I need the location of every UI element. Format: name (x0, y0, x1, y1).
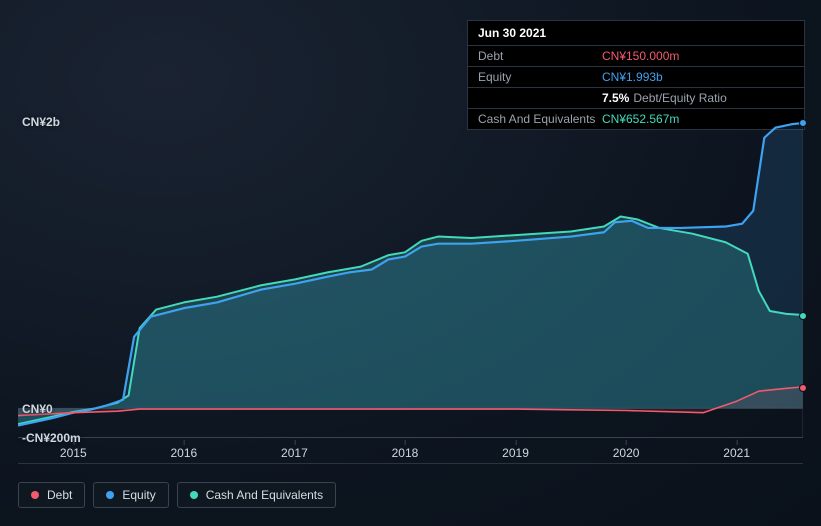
tooltip-row: DebtCN¥150.000m (468, 45, 804, 66)
x-axis-label: 2021 (723, 446, 750, 460)
x-axis-label: 2015 (60, 446, 87, 460)
tooltip-label: Equity (478, 71, 602, 83)
legend-label: Cash And Equivalents (206, 488, 323, 502)
chart-tooltip: Jun 30 2021 DebtCN¥150.000mEquityCN¥1.99… (467, 20, 805, 130)
x-axis-label: 2019 (502, 446, 529, 460)
tooltip-label (478, 92, 602, 104)
tooltip-row: 7.5%Debt/Equity Ratio (468, 87, 804, 108)
tooltip-value: 7.5%Debt/Equity Ratio (602, 92, 794, 104)
legend-label: Debt (47, 488, 72, 502)
legend-dot-icon (106, 491, 114, 499)
plot-region[interactable]: CN¥2bCN¥0-CN¥200m (18, 122, 803, 438)
legend: Debt Equity Cash And Equivalents (18, 482, 336, 508)
x-axis: 2015 2016 2017 2018 2019 2020 2021 (18, 440, 803, 464)
x-axis-label: 2016 (170, 446, 197, 460)
series-endpoint (799, 384, 807, 392)
chart-svg (18, 122, 803, 437)
legend-item[interactable]: Cash And Equivalents (177, 482, 336, 508)
legend-label: Equity (122, 488, 155, 502)
legend-dot-icon (31, 491, 39, 499)
chart-area: CN¥2bCN¥0-CN¥200m 2015201620172018201920… (18, 122, 803, 456)
x-axis-label: 2020 (613, 446, 640, 460)
tooltip-date: Jun 30 2021 (468, 21, 804, 45)
series-endpoint (799, 119, 807, 127)
y-axis-label: CN¥0 (22, 402, 53, 416)
tooltip-value: CN¥150.000m (602, 50, 794, 62)
series-endpoint (799, 312, 807, 320)
legend-item[interactable]: Equity (93, 482, 168, 508)
x-axis-label: 2018 (392, 446, 419, 460)
x-axis-label: 2017 (281, 446, 308, 460)
tooltip-value: CN¥1.993b (602, 71, 794, 83)
y-axis-label: CN¥2b (22, 115, 60, 129)
tooltip-label: Debt (478, 50, 602, 62)
tooltip-row: EquityCN¥1.993b (468, 66, 804, 87)
legend-dot-icon (190, 491, 198, 499)
legend-item[interactable]: Debt (18, 482, 85, 508)
